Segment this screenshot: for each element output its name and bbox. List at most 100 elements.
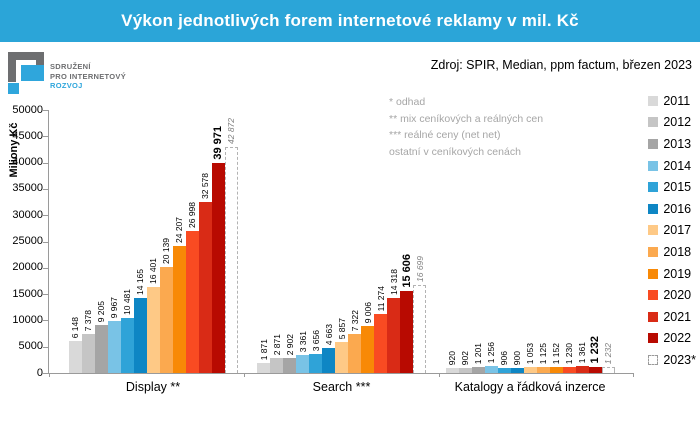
bar-slot-2019: 24 207 [172, 110, 186, 373]
bar-value-label: 6 148 [70, 316, 80, 338]
bar-value-label: 16 699 [414, 256, 425, 282]
bar-value-label: 14 165 [135, 269, 145, 295]
bar-slot-2022: 39 971 [211, 110, 225, 373]
legend-item-2023: 2023* [648, 349, 696, 371]
bar-value-label: 7 378 [83, 309, 93, 331]
legend-label: 2015 [663, 180, 692, 195]
legend-swatch [648, 160, 659, 171]
bar-2017-cat2 [523, 367, 537, 373]
y-tick-label-5000: 5000 [18, 340, 43, 353]
legend-item-2014: 2014 [648, 155, 696, 177]
bar-2018-cat0 [159, 267, 173, 373]
bar-value-label: 1 361 [577, 341, 587, 363]
legend-item-2018: 2018 [648, 241, 696, 263]
bar-2023-cat1 [413, 285, 426, 373]
legend-swatch [648, 354, 659, 365]
legend-label: 2018 [663, 244, 692, 259]
legend-item-2019: 2019 [648, 263, 696, 285]
bar-2022-cat1 [400, 291, 413, 373]
bar-slot-2020: 26 998 [185, 110, 199, 373]
y-tick-label-30000: 30000 [12, 208, 43, 221]
bar-slot-2019: 1 152 [549, 110, 563, 373]
bar-value-label: 902 [460, 350, 470, 365]
bar-slot-2023: 16 699 [413, 110, 426, 373]
legend-swatch [648, 203, 659, 214]
bar-2019-cat0 [172, 246, 186, 373]
bar-2021-cat1 [387, 298, 400, 373]
y-tick-mark [43, 294, 48, 296]
bar-slot-2021: 1 361 [575, 110, 589, 373]
bar-2023-cat2 [601, 367, 615, 373]
bar-value-label: 10 481 [122, 289, 132, 315]
bar-group-2: 920 902 1 201 1 256 906 900 1 053 1 125 1 152 1 2… [445, 110, 615, 394]
bar-slot-2013: 9 205 [94, 110, 108, 373]
legend-item-2020: 2020 [648, 284, 696, 306]
bar-2018-cat2 [536, 367, 550, 373]
bar-slot-2023: 42 872 [224, 110, 238, 373]
legend: 2011 2012 2013 2014 2015 2016 2017 2018 2019 2020… [648, 90, 696, 371]
legend-label: 2020 [663, 288, 692, 303]
x-axis-tick [244, 373, 245, 377]
y-tick-mark [43, 110, 48, 111]
bar-slot-2015: 906 [497, 110, 511, 373]
bar-slot-2015: 3 656 [309, 110, 322, 373]
bar-slot-2017: 5 857 [335, 110, 348, 373]
bar-2020-cat1 [374, 314, 387, 373]
bar-slot-2014: 3 361 [296, 110, 309, 373]
bar-value-label: 2 902 [284, 333, 295, 355]
bar-2014-cat2 [484, 366, 498, 373]
legend-label: 2012 [663, 115, 692, 130]
bar-2021-cat2 [575, 366, 589, 373]
bar-group-1: 1 871 2 871 2 902 3 361 3 656 4 663 5 857 7 322… [257, 110, 426, 394]
legend-item-2015: 2015 [648, 176, 696, 198]
bar-slot-2017: 1 053 [523, 110, 537, 373]
bar-slot-2013: 1 201 [471, 110, 485, 373]
bar-value-label: 906 [499, 350, 509, 365]
bar-slot-2014: 9 967 [107, 110, 121, 373]
category-label-1: Search *** [312, 380, 371, 394]
y-tick-label-0: 0 [36, 366, 43, 379]
legend-item-2022: 2022 [648, 328, 696, 350]
y-tick-label-20000: 20000 [12, 261, 43, 274]
bar-slot-2012: 2 871 [270, 110, 283, 373]
bar-slot-2020: 11 274 [374, 110, 387, 373]
bar-slot-2014: 1 256 [484, 110, 498, 373]
bar-2022-cat2 [588, 367, 602, 373]
legend-swatch [648, 333, 659, 344]
bar-value-label: 3 361 [297, 330, 308, 352]
legend-label: 2017 [663, 223, 692, 238]
legend-label: 2016 [663, 201, 692, 216]
x-axis-tick [439, 373, 440, 377]
bar-slot-2020: 1 230 [562, 110, 576, 373]
bar-value-label: 16 401 [148, 258, 158, 284]
bar-2013-cat1 [283, 358, 296, 373]
legend-label: 2011 [663, 93, 691, 108]
bar-value-label: 3 656 [310, 329, 321, 351]
bar-value-label: 14 318 [388, 269, 399, 295]
footnote-odhad: * odhad [389, 96, 426, 108]
legend-swatch [648, 311, 659, 322]
bar-slot-2019: 9 006 [361, 110, 374, 373]
bar-value-label: 1 232 [603, 342, 613, 364]
legend-item-2021: 2021 [648, 306, 696, 328]
bar-value-label: 39 971 [212, 126, 224, 160]
bar-slot-2016: 14 165 [133, 110, 147, 373]
legend-label: 2019 [663, 266, 692, 281]
bar-value-label: 32 578 [200, 173, 210, 199]
bar-slot-2018: 1 125 [536, 110, 550, 373]
logo-line-1: SDRUŽENÍ [50, 62, 91, 71]
bar-slot-2017: 16 401 [146, 110, 160, 373]
legend-item-2016: 2016 [648, 198, 696, 220]
y-tick-label-45000: 45000 [12, 129, 43, 142]
legend-swatch [648, 225, 659, 236]
bar-2021-cat0 [198, 202, 212, 373]
bar-2017-cat1 [335, 342, 348, 373]
bar-value-label: 42 872 [226, 118, 236, 144]
legend-item-2017: 2017 [648, 220, 696, 242]
legend-swatch [648, 138, 659, 149]
bar-value-label: 1 201 [473, 342, 483, 364]
bar-group-0: 6 148 7 378 9 205 9 967 10 481 14 165 16 401 20… [68, 110, 238, 394]
legend-label: 2022 [663, 331, 692, 346]
legend-item-2013: 2013 [648, 133, 696, 155]
bar-value-label: 9 967 [109, 296, 119, 318]
